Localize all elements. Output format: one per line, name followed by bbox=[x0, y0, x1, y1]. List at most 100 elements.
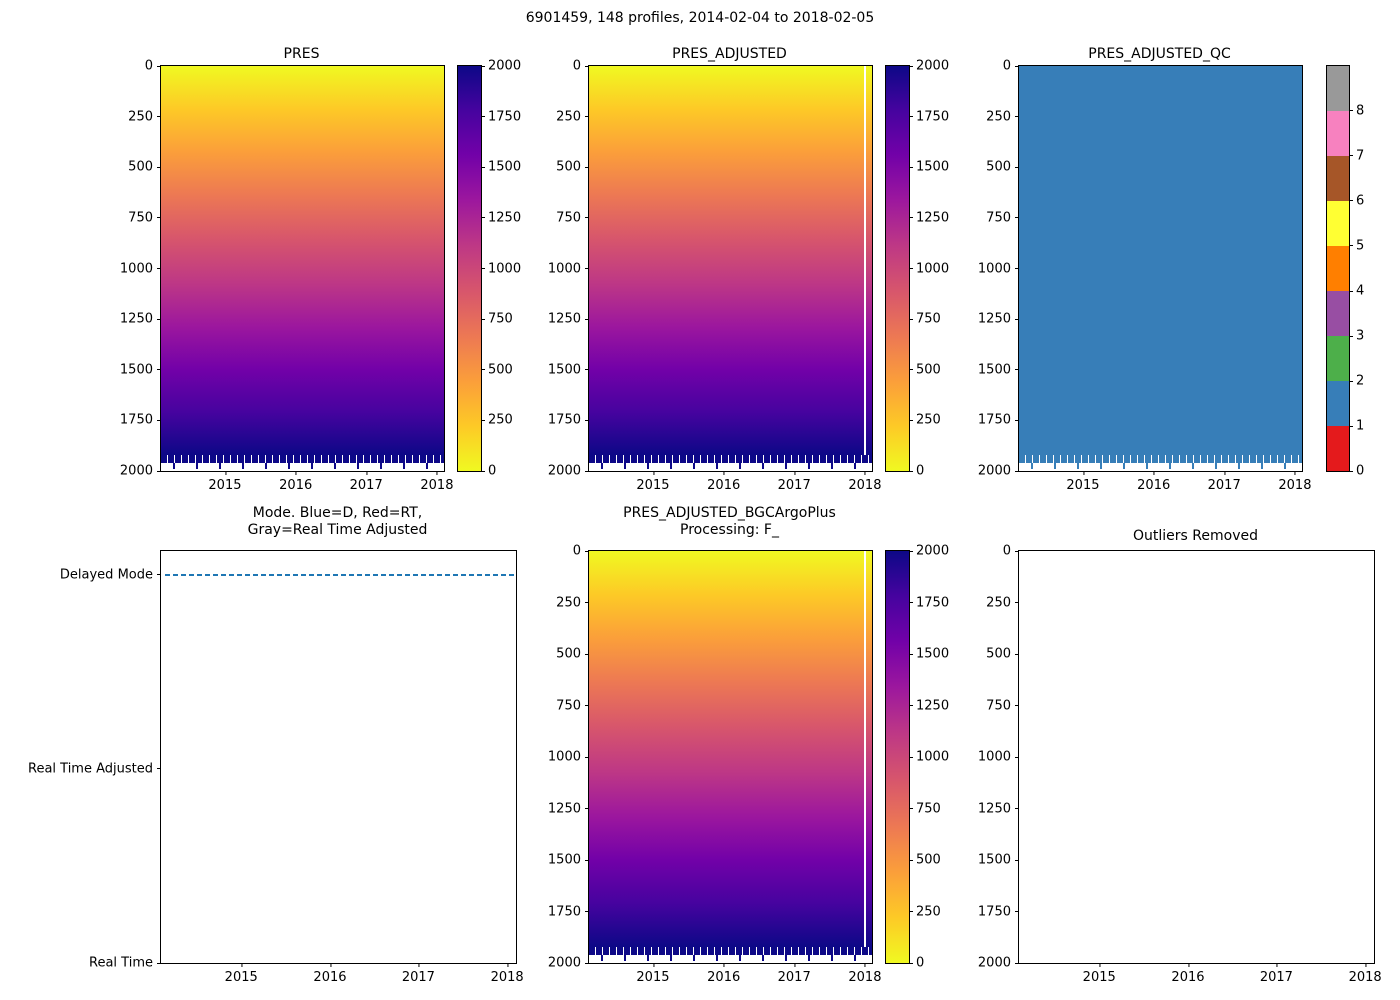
y-tick-label: 1000 bbox=[547, 261, 581, 276]
pres-adjusted-bottom-edge bbox=[589, 454, 872, 463]
delayed-mode-line bbox=[164, 574, 515, 576]
x-tick-label: 2016 bbox=[313, 963, 347, 985]
y-tick-label: 1000 bbox=[547, 749, 581, 765]
bgc-heatmap-panel: 0 250 500 750 1000 1250 1500 1750 2000 2… bbox=[548, 544, 882, 986]
pres-colorbar: 2000 1750 1500 1250 1000 750 500 250 0 bbox=[457, 59, 521, 479]
colorbar-tick-label: 1000 bbox=[916, 749, 950, 765]
pres-bottom-edge bbox=[161, 454, 444, 463]
colorbar-tick-label: 250 bbox=[916, 412, 941, 428]
y-tick-label: 2000 bbox=[119, 463, 153, 479]
y-tick-label: Real Time bbox=[89, 955, 153, 971]
figure-title: 6901459, 148 profiles, 2014-02-04 to 201… bbox=[525, 10, 875, 26]
y-tick-label: 1250 bbox=[977, 801, 1011, 816]
colorbar-tick-label: 750 bbox=[916, 801, 941, 816]
bgc-title: PRES_ADJUSTED_BGCArgoPlus Processing: F_ bbox=[623, 505, 836, 538]
y-tick-label: 500 bbox=[556, 646, 581, 662]
x-tick-label: 2017 bbox=[777, 471, 811, 493]
y-tick-label: 0 bbox=[572, 58, 581, 74]
y-tick-label: 750 bbox=[986, 210, 1011, 226]
y-tick-label: 1750 bbox=[977, 904, 1011, 919]
qc-title: PRES_ADJUSTED_QC bbox=[1088, 46, 1231, 62]
x-tick-label: 2018 bbox=[1348, 963, 1382, 985]
y-tick-label: 1500 bbox=[547, 362, 581, 378]
x-tick-label: 2018 bbox=[848, 471, 882, 493]
colorbar-tick-label: 0 bbox=[1356, 463, 1365, 479]
y-tick-label: 250 bbox=[128, 109, 153, 125]
y-tick-label: 1750 bbox=[119, 412, 153, 428]
colorbar-tick-label: 500 bbox=[916, 362, 941, 378]
colorbar-tick-label: 8 bbox=[1356, 103, 1365, 119]
x-tick-label: 2018 bbox=[848, 963, 882, 985]
colorbar-tick-label: 1 bbox=[1356, 418, 1365, 434]
pres-title: PRES bbox=[283, 46, 320, 62]
x-tick-label: 2018 bbox=[420, 471, 454, 493]
bgc-colorbar: 2000 1750 1500 1250 1000 750 500 250 0 bbox=[885, 544, 949, 971]
y-tick-label: 1500 bbox=[119, 362, 153, 378]
y-tick-label: 0 bbox=[1002, 58, 1011, 74]
y-tick-label: 250 bbox=[986, 595, 1011, 610]
outliers-title: Outliers Removed bbox=[1133, 528, 1258, 544]
mode-panel: Delayed Mode Real Time Adjusted Real Tim… bbox=[28, 550, 524, 985]
y-tick-label: 1500 bbox=[977, 852, 1011, 868]
pres-bottom-spikes bbox=[161, 462, 444, 469]
missing-profile-gap bbox=[864, 66, 867, 455]
x-tick-label: 2016 bbox=[707, 471, 741, 493]
y-tick-label: 500 bbox=[986, 159, 1011, 175]
qc-heatmap bbox=[1019, 66, 1302, 455]
y-tick-label: 750 bbox=[128, 210, 153, 226]
x-tick-label: 2015 bbox=[636, 963, 670, 985]
y-tick-label: 1500 bbox=[977, 362, 1011, 378]
mode-title: Mode. Blue=D, Red=RT, Gray=Real Time Adj… bbox=[247, 505, 428, 538]
qc-colorbar: 8 7 6 5 4 3 2 1 0 bbox=[1326, 65, 1364, 479]
y-tick-label: 2000 bbox=[977, 463, 1011, 479]
y-tick-label: 750 bbox=[556, 698, 581, 713]
y-tick-label: 250 bbox=[556, 595, 581, 610]
x-tick-label: 2018 bbox=[490, 963, 524, 985]
colorbar-tick-label: 1750 bbox=[488, 109, 522, 125]
x-tick-label: 2015 bbox=[208, 471, 242, 493]
colorbar-tick-label: 1250 bbox=[488, 210, 522, 226]
pres-heatmap-panel: 0 250 500 750 1000 1250 1500 1750 2000 2… bbox=[120, 59, 454, 494]
qc-heatmap-panel: 0 250 500 750 1000 1250 1500 1750 2000 2… bbox=[978, 59, 1312, 494]
y-tick-label: 1250 bbox=[547, 311, 581, 327]
colorbar-tick-label: 4 bbox=[1356, 283, 1365, 299]
pres-heatmap bbox=[161, 66, 444, 455]
x-tick-label: 2016 bbox=[1171, 963, 1205, 985]
y-tick-label: 0 bbox=[572, 543, 581, 559]
x-tick-label: 2017 bbox=[349, 471, 383, 493]
pres-adjusted-bottom-spikes bbox=[589, 462, 872, 469]
colorbar-tick-label: 2000 bbox=[488, 58, 522, 74]
colorbar-tick-label: 1000 bbox=[488, 261, 522, 276]
qc-bottom-spikes bbox=[1019, 462, 1302, 469]
colorbar-tick-label: 1750 bbox=[916, 109, 950, 125]
colorbar-tick-label: 1500 bbox=[916, 159, 950, 175]
colorbar-tick-label: 2 bbox=[1356, 373, 1365, 389]
colorbar-tick-label: 5 bbox=[1356, 238, 1365, 254]
x-tick-label: 2016 bbox=[279, 471, 313, 493]
y-tick-label: 1000 bbox=[977, 749, 1011, 765]
x-tick-label: 2015 bbox=[636, 471, 670, 493]
colorbar-tick-label: 3 bbox=[1356, 328, 1365, 344]
colorbar-tick-label: 750 bbox=[488, 311, 513, 327]
bgc-bottom-edge bbox=[589, 946, 872, 955]
colorbar-tick-label: 1250 bbox=[916, 698, 950, 713]
x-tick-label: 2015 bbox=[224, 963, 258, 985]
y-tick-label: 500 bbox=[556, 159, 581, 175]
colorbar-tick-label: 250 bbox=[488, 412, 513, 428]
y-tick-label: 1750 bbox=[977, 412, 1011, 428]
x-tick-label: 2017 bbox=[1259, 963, 1293, 985]
y-tick-label: 1750 bbox=[547, 904, 581, 919]
y-tick-label: 750 bbox=[556, 210, 581, 226]
bgc-heatmap bbox=[589, 551, 872, 947]
y-tick-label: 1000 bbox=[977, 261, 1011, 276]
outliers-panel: 0 250 500 750 1000 1250 1500 1750 2000 2… bbox=[978, 544, 1382, 986]
y-tick-label: 1000 bbox=[119, 261, 153, 276]
colorbar-tick-label: 1750 bbox=[916, 595, 950, 610]
colorbar-tick-label: 1500 bbox=[916, 646, 950, 662]
bgc-colorbar-gradient bbox=[886, 551, 909, 963]
y-tick-label: 2000 bbox=[977, 955, 1011, 971]
colorbar-tick-label: 2000 bbox=[916, 58, 950, 74]
colorbar-tick-label: 1250 bbox=[916, 210, 950, 226]
y-tick-label: 500 bbox=[986, 646, 1011, 662]
y-tick-label: 2000 bbox=[547, 463, 581, 479]
